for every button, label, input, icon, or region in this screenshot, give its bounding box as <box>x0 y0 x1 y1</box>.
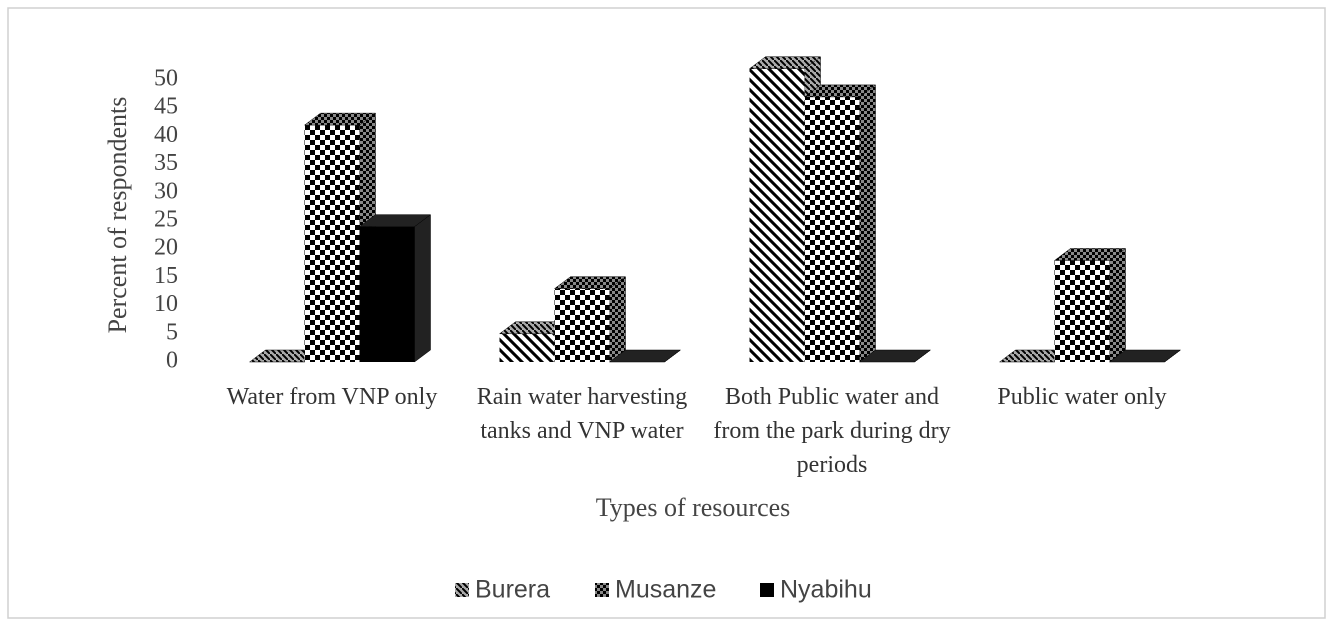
bar-top <box>303 112 377 126</box>
y-tick-label: 40 <box>154 122 178 148</box>
bar-top <box>358 214 432 227</box>
y-tick-label: 10 <box>154 291 178 317</box>
y-tick-label: 35 <box>154 150 178 176</box>
legend-swatch <box>760 583 774 597</box>
x-tick-label: Public water only <box>997 384 1167 410</box>
bar-top <box>608 349 682 363</box>
y-tick-label: 30 <box>154 178 178 204</box>
x-tick-label: Rain water harvesting tanks and VNP wate… <box>476 384 688 444</box>
bar <box>858 349 932 363</box>
bar-side <box>609 276 626 363</box>
bar-top <box>803 84 877 98</box>
bar <box>1053 247 1127 363</box>
x-tick-label: Water from VNP only <box>226 384 438 410</box>
y-tick-label: 45 <box>154 94 178 120</box>
legend-swatch <box>595 583 609 597</box>
bar-top <box>1053 248 1127 261</box>
y-tick-label: 20 <box>154 235 178 261</box>
bar-side <box>414 214 431 363</box>
bar-top <box>1108 349 1182 363</box>
bar-front <box>804 96 860 363</box>
legend-swatch <box>455 583 469 597</box>
x-tick-label: Both Public water and from the park duri… <box>713 384 951 478</box>
bar-side <box>1109 247 1126 363</box>
bar-side <box>859 84 876 363</box>
y-tick-label: 50 <box>154 66 178 92</box>
bar-top <box>553 276 627 289</box>
bar-front <box>554 288 610 362</box>
bar-front <box>304 125 360 363</box>
bar-front <box>499 333 555 362</box>
bar <box>803 84 877 363</box>
legend-label: Burera <box>475 576 550 604</box>
legend-label: Musanze <box>615 576 716 604</box>
y-tick-label: 0 <box>166 348 178 374</box>
bar-front <box>359 226 415 362</box>
legend-label: Nyabihu <box>780 576 872 604</box>
y-tick-label: 5 <box>166 319 178 345</box>
bar <box>1108 349 1182 363</box>
y-tick-label: 15 <box>154 263 178 289</box>
y-tick-label: 25 <box>154 207 178 233</box>
bar-front <box>749 68 805 362</box>
bar <box>553 276 627 363</box>
y-axis-title: Percent of respondents <box>103 97 132 334</box>
frame <box>7 7 1326 619</box>
bar <box>358 214 432 363</box>
x-axis-title: Types of resources <box>596 493 791 522</box>
bar <box>608 349 682 363</box>
bar-top <box>748 56 822 69</box>
bar-top <box>858 349 932 363</box>
bar-front <box>1054 260 1110 362</box>
